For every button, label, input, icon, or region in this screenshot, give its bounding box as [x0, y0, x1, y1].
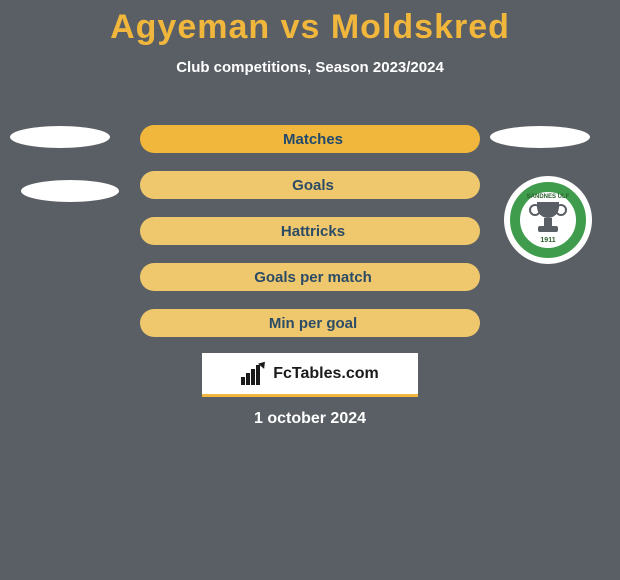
stat-row: Goals: [140, 171, 480, 199]
brand-name: FcTables.com: [273, 365, 379, 383]
stat-label: Matches: [277, 131, 343, 148]
brand-footer: FcTables.com: [202, 353, 418, 397]
page-title: Agyeman vs Moldskred: [0, 0, 620, 47]
badge-trophy-icon: [528, 200, 568, 240]
stat-label: Goals per match: [248, 269, 372, 286]
stat-row: Min per goal: [140, 309, 480, 337]
value-ellipse: [490, 126, 590, 148]
stat-row: Hattricks: [140, 217, 480, 245]
date-label: 1 october 2024: [0, 410, 620, 428]
value-ellipse: [21, 180, 119, 202]
stat-row: Goals per match: [140, 263, 480, 291]
stat-label: Min per goal: [263, 315, 357, 332]
subtitle: Club competitions, Season 2023/2024: [0, 59, 620, 76]
value-ellipse: [10, 126, 110, 148]
badge-year: 1911: [540, 237, 555, 244]
stat-label: Goals: [286, 177, 334, 194]
club-badge: SANDNES ULF 1911: [504, 176, 592, 264]
badge-ring: SANDNES ULF 1911: [510, 182, 586, 258]
stat-row: Matches: [140, 125, 480, 153]
fctables-logo-icon: [241, 363, 267, 385]
stat-label: Hattricks: [275, 223, 345, 240]
